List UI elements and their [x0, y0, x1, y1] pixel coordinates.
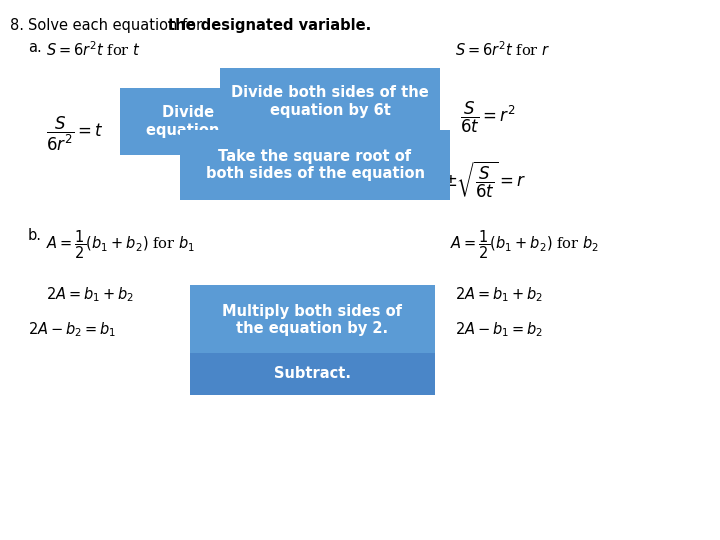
Text: $\pm\sqrt{\dfrac{S}{6t}} = r$: $\pm\sqrt{\dfrac{S}{6t}} = r$ — [443, 160, 526, 200]
Text: $S = 6r^2t$ for $r$: $S = 6r^2t$ for $r$ — [455, 40, 550, 59]
Text: Subtract.: Subtract. — [274, 367, 351, 381]
Text: $2A - b_2 = b_1$: $2A - b_2 = b_1$ — [28, 320, 116, 339]
Text: the designated variable.: the designated variable. — [168, 18, 372, 33]
Text: 8.: 8. — [10, 18, 24, 33]
Text: Divide both
equation by 6r²: Divide both equation by 6r² — [146, 105, 274, 138]
Text: a.: a. — [28, 40, 42, 55]
Text: $2A - b_1 = b_2$: $2A - b_1 = b_2$ — [455, 320, 543, 339]
Text: Multiply both sides of
the equation by 2.: Multiply both sides of the equation by 2… — [222, 304, 402, 336]
Text: $\dfrac{S}{6t} = r^2$: $\dfrac{S}{6t} = r^2$ — [460, 100, 516, 135]
Text: b.: b. — [28, 228, 42, 243]
Text: Divide both sides of the
equation by 6t: Divide both sides of the equation by 6t — [231, 85, 429, 118]
Text: $A = \dfrac{1}{2}(b_1 + b_2)$ for $b_1$: $A = \dfrac{1}{2}(b_1 + b_2)$ for $b_1$ — [46, 228, 195, 261]
Text: $A = \dfrac{1}{2}(b_1 + b_2)$ for $b_2$: $A = \dfrac{1}{2}(b_1 + b_2)$ for $b_2$ — [450, 228, 599, 261]
Text: $S = 6r^2t$ for $t$: $S = 6r^2t$ for $t$ — [46, 40, 141, 59]
Bar — [180, 130, 450, 200]
Text: Take the square root of
both sides of the equation: Take the square root of both sides of th… — [205, 149, 425, 181]
Bar — [190, 353, 435, 395]
Bar — [220, 68, 440, 135]
Bar — [190, 285, 435, 355]
Text: $2A = b_1 + b_2$: $2A = b_1 + b_2$ — [46, 285, 134, 303]
Text: Solve each equation for: Solve each equation for — [28, 18, 207, 33]
Text: $\dfrac{S}{6r^2} = t$: $\dfrac{S}{6r^2} = t$ — [46, 115, 104, 153]
Bar — [120, 88, 300, 155]
Text: $2A = b_1 + b_2$: $2A = b_1 + b_2$ — [455, 285, 543, 303]
